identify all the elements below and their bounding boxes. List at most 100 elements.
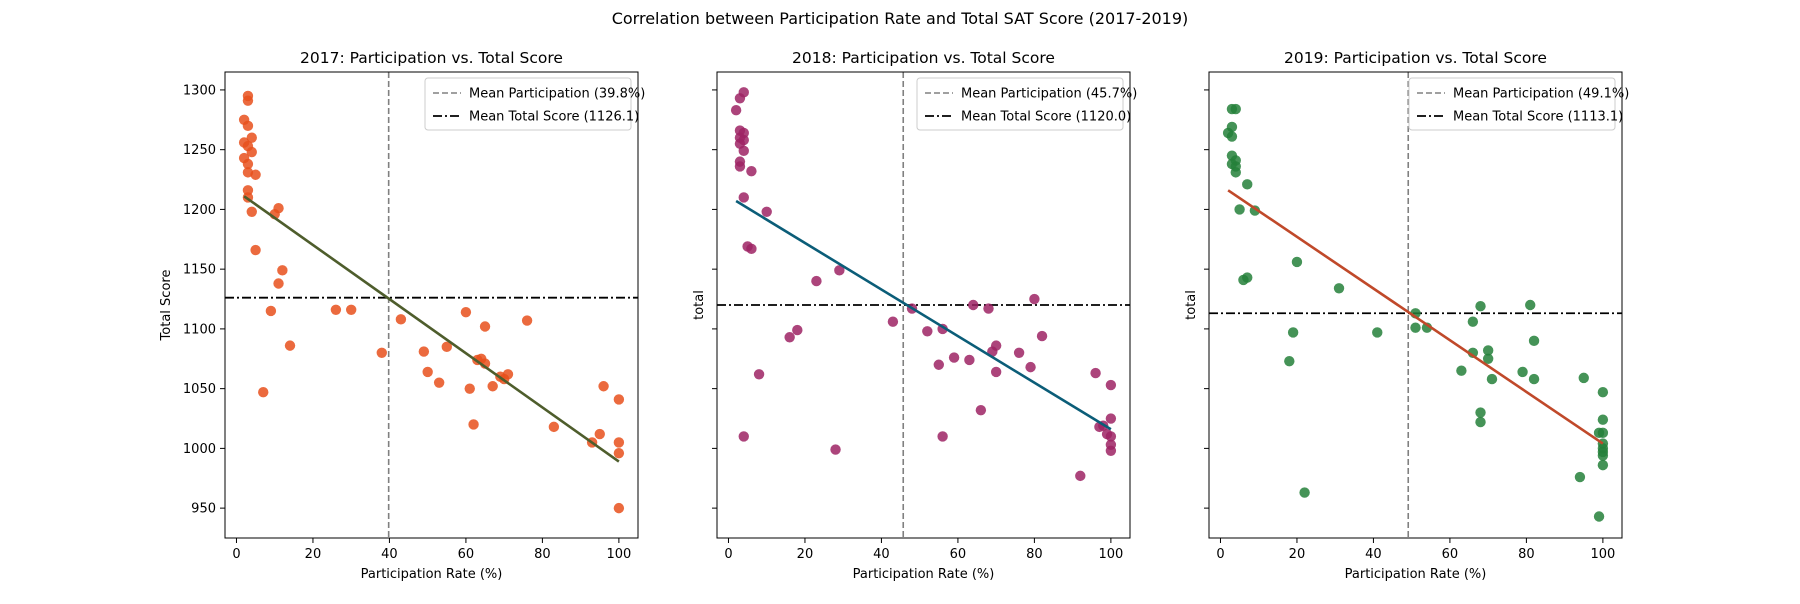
panel-2-point: [792, 324, 803, 336]
panel-1-x-tick-label: 80: [534, 547, 551, 562]
panel-2-point: [990, 340, 1002, 351]
panel-2-point: [1090, 367, 1101, 379]
panel-1-point: [460, 306, 472, 318]
panel-1-x-tick-label: 100: [606, 547, 631, 562]
panel-3-legend: Mean Participation (49.1%) Mean Total Sco…: [1408, 77, 1629, 131]
panel-1-point: [345, 304, 357, 315]
panel-1-point: [246, 146, 257, 158]
panel-1-y-tick-label: 1200: [183, 203, 216, 218]
panel-1-y-tick-label: 1250: [183, 143, 216, 158]
panel-2-point: [983, 303, 994, 314]
panel-2-point: [734, 161, 746, 172]
panel-1-point: [265, 305, 277, 317]
panel-2-point: [1029, 293, 1040, 305]
panel-3-x-tick-label: 40: [1365, 547, 1382, 562]
panel-3-point: [1333, 283, 1345, 294]
panel-1-point: [242, 95, 254, 106]
panel-2-y-axis-label: total: [692, 290, 707, 320]
panel-1-point: [242, 120, 254, 131]
panel-2-point: [933, 359, 944, 370]
panel-2-point: [1025, 361, 1036, 373]
panel-2-point: [811, 275, 822, 287]
panel-2-point: [734, 93, 746, 104]
panel-3-title: 2019: Participation vs. Total Score: [1284, 49, 1547, 67]
panel-2-point: [784, 332, 795, 343]
panel-3-point: [1410, 322, 1421, 333]
panel-1-point: [464, 383, 475, 394]
panel-3-point: [1242, 179, 1253, 190]
panel-3-x-tick-label: 100: [1590, 547, 1615, 562]
panel-3-point: [1287, 327, 1299, 338]
panel-3-point: [1475, 300, 1486, 312]
panel-1-point: [242, 185, 254, 196]
panel-1-legend-mean-participation-label: Mean Participation (39.8%): [469, 87, 645, 102]
panel-1-point: [250, 169, 261, 180]
panel-3-point: [1482, 353, 1494, 364]
panel-1-y-tick-label: 1300: [183, 83, 216, 98]
panel-2-point: [975, 404, 987, 416]
panel-2-point: [1105, 445, 1117, 456]
panel-1-x-tick-label: 20: [305, 547, 322, 562]
panel-1-point: [422, 366, 433, 378]
panel-1-legend-box: [424, 77, 632, 131]
panel-3-point: [1597, 459, 1609, 471]
panel-2-x-tick-label: 0: [724, 547, 732, 562]
panel-3-legend-box: [1408, 77, 1616, 131]
panel-3-point: [1528, 373, 1540, 385]
panel-3-point: [1597, 387, 1609, 398]
panel-3-point: [1372, 327, 1383, 338]
panel-2-point: [964, 354, 975, 366]
panel-3: 0 20 40 60 80 100 2019: Participation vs. Tota…: [1184, 49, 1629, 582]
panel-2-x-tick-label: 40: [873, 547, 890, 562]
panel-2-point: [968, 299, 979, 311]
panel-2-point: [1105, 379, 1117, 391]
panel-2-point: [948, 352, 960, 363]
panel-1-point: [246, 206, 257, 217]
panel-1-point: [613, 502, 625, 514]
panel-2-point: [834, 265, 845, 276]
panel-3-point: [1230, 167, 1241, 178]
panel-2-point: [830, 444, 841, 455]
panel-2-fit-line: [735, 199, 1112, 431]
panel-1-point: [487, 381, 498, 392]
panel-1-point: [273, 278, 284, 289]
panel-2-legend-box: [916, 77, 1124, 131]
panel-2-point: [1036, 330, 1048, 342]
panel-3-point: [1475, 416, 1486, 428]
panel-3-point: [1230, 103, 1241, 115]
panel-3-point: [1578, 372, 1589, 384]
panel-3-fit-line: [1227, 189, 1604, 445]
panel-1-point: [250, 244, 261, 256]
panel-1-y-tick-label: 1150: [183, 263, 216, 278]
panel-3-legend-mean-score-label: Mean Total Score (1113.1): [1453, 110, 1623, 125]
panel-3-point: [1574, 471, 1586, 483]
panel-1-point: [258, 387, 269, 398]
panel-2-point: [1105, 413, 1117, 424]
panel-1-y-tick-label: 1100: [183, 322, 216, 337]
panel-2-title: 2018: Participation vs. Total Score: [792, 49, 1055, 67]
panel-3-x-tick-label: 60: [1442, 547, 1459, 562]
panel-1-point: [246, 132, 257, 143]
panel-3-x-tick-label: 0: [1216, 547, 1224, 562]
panel-2: 0 20 40 60 80 100 2018: Participation vs. Tota…: [692, 49, 1137, 582]
panel-2-legend-mean-participation-label: Mean Participation (45.7%): [961, 87, 1137, 102]
panel-1-y-tick-label: 950: [191, 502, 216, 517]
panel-1-point: [433, 377, 445, 388]
panel-2-point: [990, 366, 1002, 378]
panel-1-y-axis-label: Total Score: [159, 270, 174, 342]
panel-2-legend: Mean Participation (45.7%) Mean Total Sco…: [916, 77, 1137, 131]
panel-1-fit-line: [243, 195, 620, 463]
panel-1-title: 2017: Participation vs. Total Score: [300, 49, 563, 67]
panel-3-point: [1284, 355, 1295, 367]
panel-3-point: [1525, 299, 1536, 311]
figure-title: Correlation between Participation Rate a…: [611, 9, 1189, 28]
panel-2-point: [887, 316, 899, 327]
panel-1-point: [594, 428, 605, 440]
panel-3-point: [1467, 316, 1479, 327]
panel-2-x-tick-label: 60: [950, 547, 967, 562]
panel-3-point: [1597, 450, 1609, 461]
panel-3-point: [1517, 366, 1528, 378]
panel-3-point: [1528, 335, 1540, 347]
